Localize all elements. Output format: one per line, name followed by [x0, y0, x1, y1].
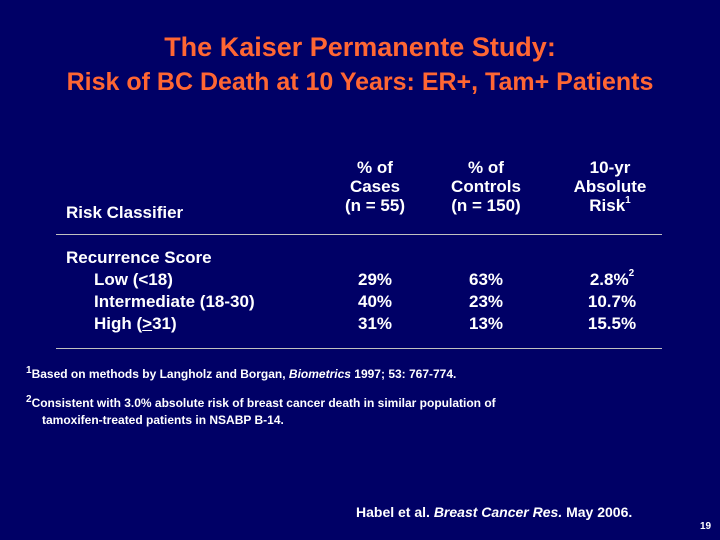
cell-controls-high: 13% — [468, 314, 504, 333]
cell-cases-low: 29% — [357, 270, 393, 289]
row-labels: Recurrence Score Low (<18) Intermediate … — [66, 247, 255, 335]
header-controls: % of Controls (n = 150) — [426, 158, 546, 215]
header-cases-line: (n = 55) — [345, 196, 405, 215]
header-cases-line: % of — [357, 158, 393, 177]
cell-cases-intermediate: 40% — [357, 292, 393, 311]
row-label-intermediate: Intermediate (18-30) — [94, 292, 255, 311]
footnote-2-line2: tamoxifen-treated patients in NSABP B-14… — [42, 413, 284, 427]
footnote-1-ref: 1997; 53: 767-774. — [350, 367, 457, 381]
cell-controls-intermediate: 23% — [468, 292, 504, 311]
table-rule-bottom — [56, 348, 662, 349]
header-risk-classifier: Risk Classifier — [66, 203, 184, 222]
header-cases: % of Cases (n = 55) — [330, 158, 420, 215]
header-absolute-risk: 10-yr Absolute Risk1 — [550, 158, 670, 215]
citation-journal: Breast Cancer Res. — [433, 504, 563, 520]
footnote-1: 1Based on methods by Langholz and Borgan… — [26, 366, 456, 383]
footnote-marker: 2 — [26, 394, 32, 405]
table-rule-top — [56, 234, 662, 235]
footnote-1-text: Based on methods by Langholz and Borgan, — [31, 367, 289, 381]
page-number: 19 — [700, 521, 712, 532]
footnote-2-line1: Consistent with 3.0% absolute risk of br… — [31, 396, 496, 410]
slide-subtitle: Risk of BC Death at 10 Years: ER+, Tam+ … — [66, 68, 654, 96]
header-abs-line: Absolute — [573, 177, 647, 196]
row-label-high-suffix: 31) — [152, 314, 177, 333]
cell-abs-low: 2.8%2 — [550, 269, 670, 291]
header-cases-line: Cases — [349, 177, 401, 196]
row-label-high-symbol: > — [142, 314, 153, 333]
cell-cases-high: 31% — [357, 314, 393, 333]
column-absolute-risk: 2.8%2 10.7% 15.5% — [550, 269, 670, 335]
row-label-high: High (>31) — [66, 313, 255, 335]
footnote-marker: 2 — [628, 268, 635, 279]
header-abs-line: 10-yr — [589, 158, 631, 177]
slide-title: The Kaiser Permanente Study: — [164, 32, 556, 62]
cell-abs-low-value: 2.8% — [589, 270, 629, 289]
footnote-2: 2Consistent with 3.0% absolute risk of b… — [26, 395, 626, 429]
footnote-marker: 1 — [625, 195, 631, 206]
column-controls: 63% 23% 13% — [426, 269, 546, 335]
header-controls-line: Controls — [451, 177, 521, 196]
cell-controls-low: 63% — [468, 270, 504, 289]
row-label-low: Low (<18) — [94, 270, 173, 289]
footnote-1-journal: Biometrics — [288, 367, 351, 381]
cell-abs-intermediate: 10.7% — [587, 292, 637, 311]
header-abs-line: Risk1 — [550, 195, 670, 216]
citation: Habel et al. Breast Cancer Res. May 2006… — [356, 504, 632, 520]
footnote-marker: 1 — [26, 365, 32, 376]
citation-authors: Habel et al. — [356, 504, 434, 520]
cell-abs-high: 15.5% — [587, 314, 637, 333]
header-controls-line: % of — [468, 158, 504, 177]
row-label-high-prefix: High ( — [94, 314, 143, 333]
column-cases: 29% 40% 31% — [330, 269, 420, 335]
header-abs-text: Risk — [589, 196, 626, 215]
citation-date: May 2006. — [562, 504, 633, 520]
group-label: Recurrence Score — [66, 248, 212, 267]
header-controls-line: (n = 150) — [451, 196, 521, 215]
